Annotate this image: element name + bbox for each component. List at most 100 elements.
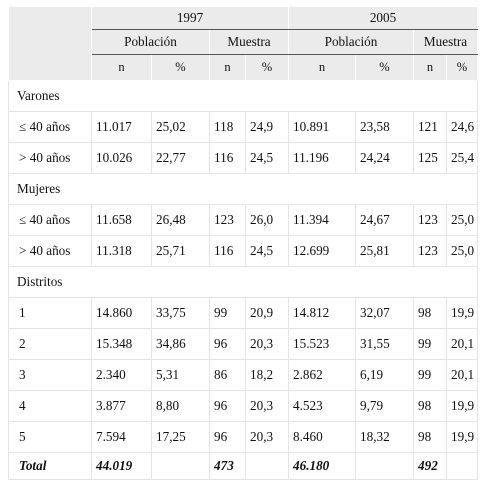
table-row: 1 14.860 33,75 99 20,9 14.812 32,07 98 19,9 — [8, 297, 478, 329]
table-cell: 34,86 — [151, 328, 210, 360]
table-cell: 11.017 — [91, 111, 152, 143]
table-cell: 18,32 — [355, 421, 414, 453]
table-cell: 125 — [413, 142, 447, 174]
table-cell: 121 — [413, 111, 447, 143]
table-cell: 25,02 — [151, 111, 210, 143]
table-cell: 20,3 — [245, 328, 289, 360]
table-cell: 98 — [413, 297, 447, 329]
table-cell: 4.523 — [288, 390, 356, 422]
header-pct: % — [446, 54, 478, 81]
table-row: ≤ 40 años 11.658 26,48 123 26,0 11.394 24,67 12… — [8, 204, 478, 236]
table-row: ≤ 40 años 11.017 25,02 118 24,9 10.891 23,58 12… — [8, 111, 478, 143]
header-pct: % — [151, 54, 210, 81]
table-cell: 32,07 — [355, 297, 414, 329]
section-label-distritos: Distritos — [8, 266, 478, 298]
table-cell: 7.594 — [91, 421, 152, 453]
section-row: Distritos — [8, 266, 478, 298]
header-n: n — [288, 54, 356, 81]
table-cell: 11.658 — [91, 204, 152, 236]
table-cell: 99 — [209, 297, 246, 329]
table-cell: 10.026 — [91, 142, 152, 174]
table-cell: 99 — [413, 359, 447, 391]
table-cell: 46.180 — [288, 452, 356, 480]
header-poblacion-1997: Población — [91, 29, 210, 55]
table-cell: 24,24 — [355, 142, 414, 174]
table-cell: 44.019 — [91, 452, 152, 480]
table-cell: 86 — [209, 359, 246, 391]
header-row-units: n % n % n % n % — [9, 54, 478, 81]
table-cell: 3.877 — [91, 390, 152, 422]
header-corner — [8, 6, 92, 81]
table-row: > 40 años 10.026 22,77 116 24,5 11.196 24,24 12… — [8, 142, 478, 174]
table-cell: 15.348 — [91, 328, 152, 360]
row-label: 2 — [8, 328, 92, 360]
header-pct: % — [245, 54, 289, 81]
table-cell: 492 — [413, 452, 447, 480]
table-cell: 96 — [209, 421, 246, 453]
header-muestra-2005: Muestra — [413, 29, 478, 55]
table-cell: 123 — [413, 204, 447, 236]
row-label: 5 — [8, 421, 92, 453]
table-cell: 2.340 — [91, 359, 152, 391]
table-cell: 6,19 — [355, 359, 414, 391]
table-cell: 473 — [209, 452, 246, 480]
table-cell: 23,58 — [355, 111, 414, 143]
table-cell: 19,9 — [446, 297, 478, 329]
table-cell: 123 — [209, 204, 246, 236]
table-cell: 10.891 — [288, 111, 356, 143]
table-cell: 22,77 — [151, 142, 210, 174]
table-cell: 123 — [413, 235, 447, 267]
header-poblacion-2005: Población — [288, 29, 414, 55]
table-row: 2 15.348 34,86 96 20,3 15.523 31,55 99 20,1 — [8, 328, 478, 360]
section-label-mujeres: Mujeres — [8, 173, 478, 205]
header-muestra-1997: Muestra — [209, 29, 289, 55]
table-row: 4 3.877 8,80 96 20,3 4.523 9,79 98 19,9 — [8, 390, 478, 422]
table-cell: 99 — [413, 328, 447, 360]
table-cell: 25,81 — [355, 235, 414, 267]
data-table-container: 1997 2005 Población Muestra Población Mu… — [8, 6, 478, 480]
table-row: 3 2.340 5,31 86 18,2 2.862 6,19 99 20,1 — [8, 359, 478, 391]
table-cell: 8.460 — [288, 421, 356, 453]
table-cell: 11.318 — [91, 235, 152, 267]
header-row-groups: Población Muestra Población Muestra — [9, 29, 478, 55]
table-cell: 20,9 — [245, 297, 289, 329]
table-cell: 5,31 — [151, 359, 210, 391]
table-cell: 8,80 — [151, 390, 210, 422]
row-label: > 40 años — [8, 142, 92, 174]
table-cell: 18,2 — [245, 359, 289, 391]
header-row-years: 1997 2005 — [8, 6, 478, 81]
table-cell: 11.196 — [288, 142, 356, 174]
table-cell: 33,75 — [151, 297, 210, 329]
table-cell: 11.394 — [288, 204, 356, 236]
table-cell: 116 — [209, 235, 246, 267]
table-cell: 20,3 — [245, 390, 289, 422]
table-cell: 26,48 — [151, 204, 210, 236]
row-label: 4 — [8, 390, 92, 422]
section-row: Varones — [8, 80, 478, 112]
table-cell: 25,0 — [446, 235, 478, 267]
table-cell: 98 — [413, 421, 447, 453]
table-row: 5 7.594 17,25 96 20,3 8.460 18,32 98 19,9 — [8, 421, 478, 453]
table-cell: 15.523 — [288, 328, 356, 360]
table-cell — [245, 452, 289, 480]
table-body: Varones ≤ 40 años 11.017 25,02 118 24,9 10.89… — [8, 80, 478, 480]
table-cell: 2.862 — [288, 359, 356, 391]
table-cell: 19,9 — [446, 421, 478, 453]
table-cell: 20,3 — [245, 421, 289, 453]
total-row: Total 44.019 473 46.180 492 — [8, 452, 478, 480]
header-n: n — [413, 54, 447, 81]
table-cell: 24,5 — [245, 142, 289, 174]
table-cell: 26,0 — [245, 204, 289, 236]
data-table: 1997 2005 Población Muestra Población Mu… — [8, 6, 478, 480]
table-cell: 96 — [209, 328, 246, 360]
total-label: Total — [8, 452, 92, 480]
table-cell: 25,71 — [151, 235, 210, 267]
table-cell: 96 — [209, 390, 246, 422]
table-cell: 19,9 — [446, 390, 478, 422]
table-cell: 24,9 — [245, 111, 289, 143]
table-cell: 14.812 — [288, 297, 356, 329]
table-cell: 118 — [209, 111, 246, 143]
row-label: > 40 años — [8, 235, 92, 267]
table-cell: 25,0 — [446, 204, 478, 236]
table-cell: 116 — [209, 142, 246, 174]
